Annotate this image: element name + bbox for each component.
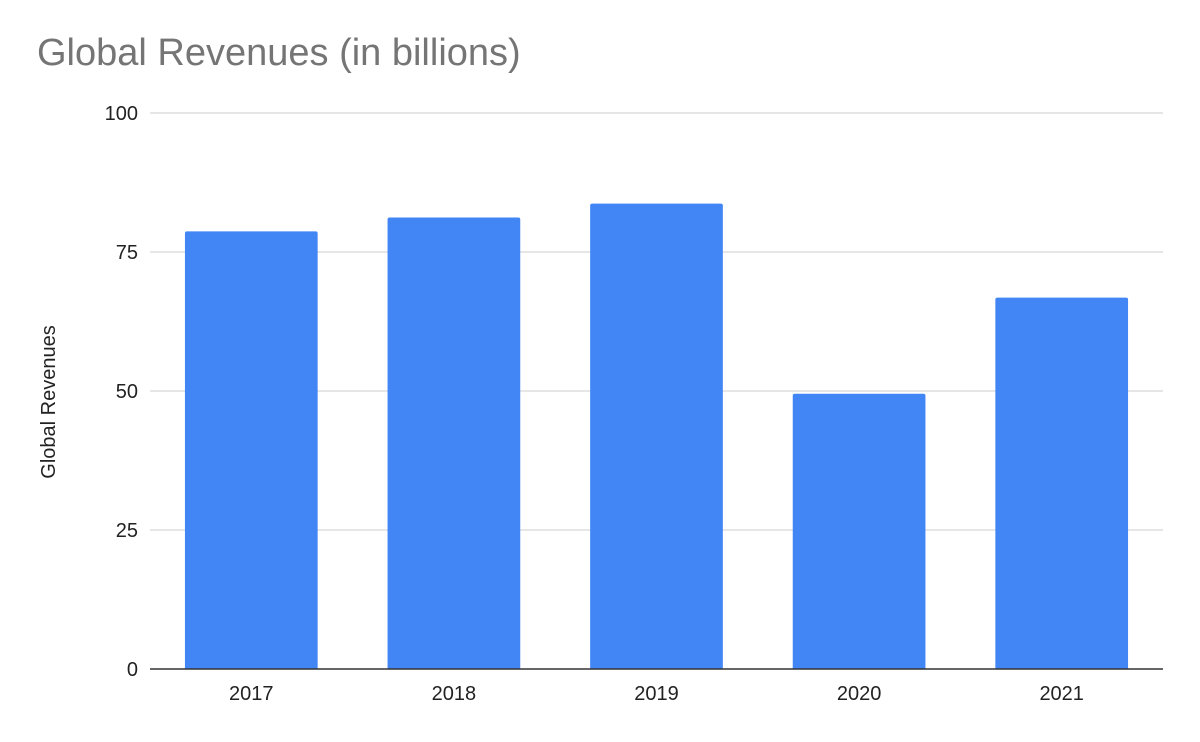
y-tick-label: 100 — [105, 103, 138, 125]
x-tick-label: 2018 — [432, 683, 477, 705]
x-tick-label: 2020 — [837, 683, 882, 705]
bar-2019 — [590, 203, 723, 670]
x-tick-label: 2019 — [634, 683, 679, 705]
axes: 0 25 50 75 100 2017 2018 2019 2020 2021 — [105, 103, 1163, 705]
y-tick-label: 25 — [116, 520, 138, 542]
bar-2021 — [995, 297, 1129, 669]
bars — [184, 203, 1129, 670]
bar-2020 — [792, 393, 926, 669]
y-tick-label: 50 — [116, 381, 138, 403]
y-tick-label: 75 — [116, 242, 138, 264]
y-axis-title: Global Revenues — [38, 325, 60, 478]
bar-2017 — [184, 231, 318, 670]
y-tick-label: 0 — [127, 659, 138, 681]
chart-title: Global Revenues (in billions) — [37, 32, 521, 74]
x-tick-label: 2017 — [229, 683, 274, 705]
x-tick-label: 2021 — [1039, 683, 1084, 705]
bar-2018 — [387, 217, 521, 669]
